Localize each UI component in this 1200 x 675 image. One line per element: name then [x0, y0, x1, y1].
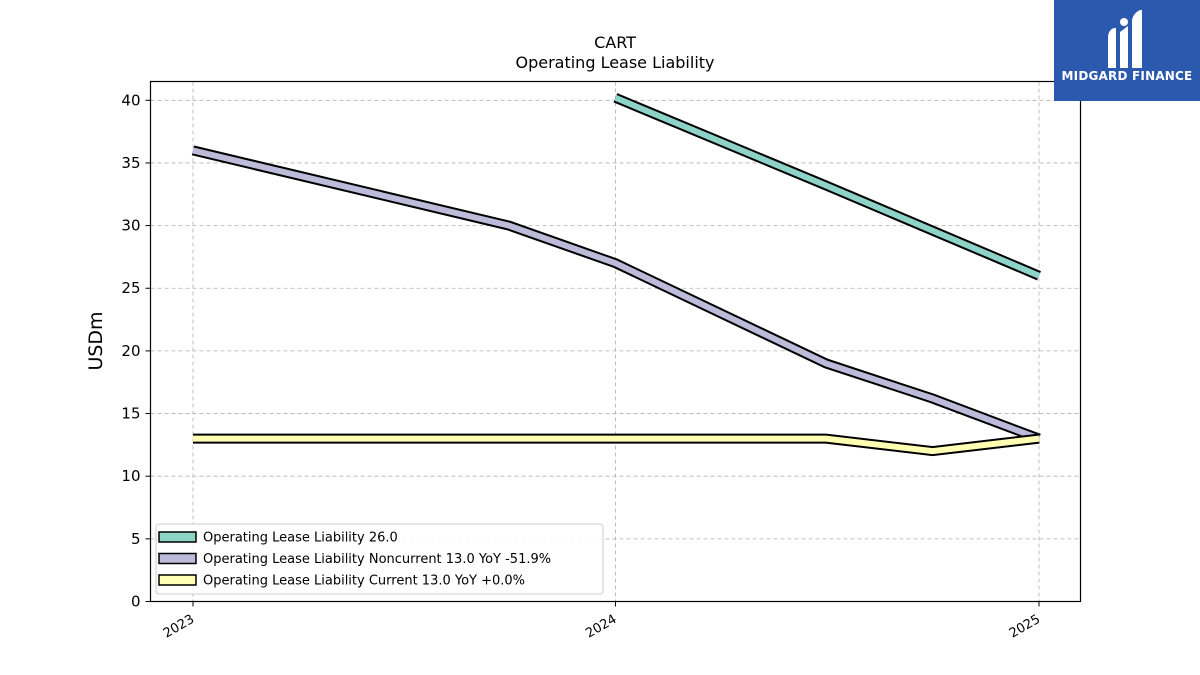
brand-name: MIDGARD FINANCE: [1061, 69, 1193, 83]
y-tick-label: 40: [121, 91, 140, 109]
series-line-fill: [193, 435, 1040, 455]
midgard-logo-icon: [1108, 10, 1142, 68]
legend-entry-label: Operating Lease Liability Current 13.0 Y…: [203, 574, 525, 589]
legend-entry-label: Operating Lease Liability Noncurrent 13.…: [203, 552, 551, 567]
y-tick-label: 15: [121, 405, 140, 423]
y-tick-label: 30: [121, 217, 140, 235]
legend-swatch: [158, 574, 197, 586]
series-line: [191, 145, 1041, 444]
x-tick-label: 2024: [583, 612, 619, 642]
legend-swatch: [158, 531, 197, 543]
y-tick-label: 10: [121, 467, 140, 485]
y-axis-label: USDm: [85, 311, 107, 370]
grid: [150, 81, 1081, 602]
series-line-fill: [614, 95, 1041, 279]
x-tick-label: 2025: [1007, 612, 1043, 642]
x-tick-label: 2023: [161, 612, 197, 642]
series-line: [193, 433, 1040, 457]
y-tick-label: 35: [121, 154, 140, 172]
brand-badge: MIDGARD FINANCE: [1054, 0, 1200, 101]
series-line: [613, 93, 1041, 281]
y-tick-label: 20: [121, 342, 140, 360]
legend-swatch: [158, 552, 197, 565]
y-tick-label: 5: [131, 530, 141, 548]
legend: Operating Lease Liability 26.0 Operating …: [155, 523, 604, 595]
series-line-fill: [192, 147, 1041, 442]
series-line-outline: [191, 145, 1041, 444]
legend-box: [155, 523, 604, 595]
chart-title: CART: [594, 33, 636, 52]
y-tick-label: 25: [121, 279, 140, 297]
legend-entry-label: Operating Lease Liability 26.0: [203, 531, 398, 546]
series-group: [191, 93, 1041, 457]
chart-subtitle: Operating Lease Liability: [515, 53, 714, 72]
y-tick-label: 0: [131, 593, 141, 611]
